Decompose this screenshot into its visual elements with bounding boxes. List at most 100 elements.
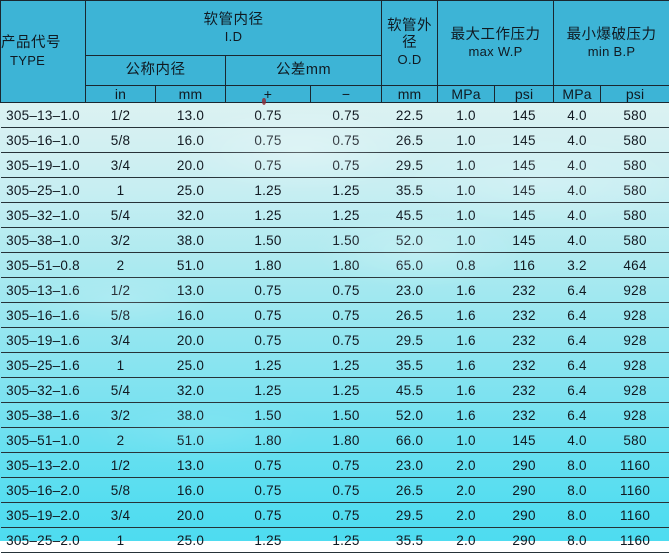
cell-wp-mpa: 2.0 <box>438 453 495 478</box>
cell-bp-mpa: 4.0 <box>554 203 601 228</box>
cell-wp-psi: 232 <box>495 328 554 353</box>
cell-in: 5/4 <box>86 378 156 403</box>
header-type-en: TYPE <box>1 53 85 68</box>
cell-id-mm: 16.0 <box>156 128 226 153</box>
cell-od-mm: 52.0 <box>382 403 438 428</box>
cell-bp-mpa: 6.4 <box>554 278 601 303</box>
header-type-cn: 产品代号 <box>1 35 85 52</box>
cell-wp-mpa: 2.0 <box>438 478 495 503</box>
header-unit-tol-minus: − <box>311 85 382 103</box>
cell-tol-plus: 0.75 <box>226 153 311 178</box>
cell-wp-psi: 232 <box>495 403 554 428</box>
cell-id-mm: 13.0 <box>156 453 226 478</box>
header-unit-wp-mpa: MPa <box>438 85 495 103</box>
cell-tol-plus: 0.75 <box>226 328 311 353</box>
cell-od-mm: 35.5 <box>382 353 438 378</box>
cell-bp-psi: 580 <box>601 153 669 178</box>
cell-bp-psi: 580 <box>601 103 669 128</box>
cell-wp-psi: 232 <box>495 378 554 403</box>
cell-in: 3/4 <box>86 153 156 178</box>
cell-bp-psi: 928 <box>601 353 669 378</box>
header-group-bp: 最小爆破压力 min B.P <box>554 1 669 86</box>
cell-wp-psi: 145 <box>495 153 554 178</box>
cell-in: 3/4 <box>86 328 156 353</box>
cell-bp-mpa: 8.0 <box>554 503 601 528</box>
cell-code: 305–19–1.0 <box>1 153 86 178</box>
cell-in: 2 <box>86 428 156 453</box>
cell-code: 305–38–1.6 <box>1 403 86 428</box>
cell-tol-minus: 0.75 <box>311 103 382 128</box>
header-group-bp-en: min B.P <box>554 44 669 59</box>
cell-code: 305–32–1.6 <box>1 378 86 403</box>
cell-bp-mpa: 4.0 <box>554 128 601 153</box>
cell-bp-psi: 580 <box>601 178 669 203</box>
header-group-id: 软管内径 I.D <box>86 1 382 56</box>
cell-code: 305–19–2.0 <box>1 503 86 528</box>
spec-sheet: 产品代号 TYPE 软管内径 I.D 软管外径 O.D 最大工作压力 max W… <box>0 0 669 541</box>
cell-bp-mpa: 4.0 <box>554 153 601 178</box>
cell-code: 305–25–2.0 <box>1 528 86 553</box>
header-sub-tolerance-cn: 公差mm <box>226 62 381 79</box>
cell-bp-psi: 928 <box>601 303 669 328</box>
cell-tol-plus: 0.75 <box>226 478 311 503</box>
cell-in: 5/8 <box>86 303 156 328</box>
cell-bp-psi: 580 <box>601 428 669 453</box>
cell-od-mm: 29.5 <box>382 153 438 178</box>
cell-in: 3/4 <box>86 503 156 528</box>
cell-od-mm: 35.5 <box>382 178 438 203</box>
cell-tol-plus: 1.25 <box>226 203 311 228</box>
cell-code: 305–38–1.0 <box>1 228 86 253</box>
cell-wp-psi: 290 <box>495 478 554 503</box>
cell-bp-psi: 928 <box>601 403 669 428</box>
table-row: 305–25–1.0125.01.251.2535.51.01454.05800… <box>1 178 669 203</box>
cell-wp-mpa: 1.6 <box>438 403 495 428</box>
cell-in: 1 <box>86 353 156 378</box>
cell-wp-psi: 116 <box>495 253 554 278</box>
cell-bp-mpa: 6.4 <box>554 328 601 353</box>
cell-wp-mpa: 2.0 <box>438 528 495 553</box>
header-sub-nominal-id: 公称内径 <box>86 55 226 85</box>
header-group-id-cn: 软管内径 <box>86 12 381 29</box>
header-row-group: 产品代号 TYPE 软管内径 I.D 软管外径 O.D 最大工作压力 max W… <box>1 1 669 56</box>
cell-tol-minus: 1.25 <box>311 528 382 553</box>
cell-id-mm: 16.0 <box>156 303 226 328</box>
cell-wp-mpa: 1.0 <box>438 428 495 453</box>
cell-tol-plus: 1.50 <box>226 228 311 253</box>
cell-od-mm: 26.5 <box>382 128 438 153</box>
table-row: 305–51–0.8251.01.801.8065.00.81163.24642… <box>1 253 669 278</box>
header-group-wp-cn: 最大工作压力 <box>438 27 553 44</box>
cell-id-mm: 13.0 <box>156 278 226 303</box>
header-unit-wp-psi: psi <box>495 85 554 103</box>
cell-id-mm: 38.0 <box>156 228 226 253</box>
table-header: 产品代号 TYPE 软管内径 I.D 软管外径 O.D 最大工作压力 max W… <box>1 1 669 103</box>
cell-id-mm: 20.0 <box>156 153 226 178</box>
cell-tol-minus: 1.50 <box>311 228 382 253</box>
cell-wp-mpa: 1.0 <box>438 203 495 228</box>
cell-tol-plus: 1.80 <box>226 253 311 278</box>
cell-bp-psi: 928 <box>601 278 669 303</box>
cell-wp-psi: 232 <box>495 278 554 303</box>
cell-bp-mpa: 4.0 <box>554 103 601 128</box>
cell-tol-plus: 0.75 <box>226 453 311 478</box>
cell-bp-mpa: 6.4 <box>554 303 601 328</box>
cell-tol-minus: 1.25 <box>311 203 382 228</box>
header-unit-bp-mpa: MPa <box>554 85 601 103</box>
cell-od-mm: 35.5 <box>382 528 438 553</box>
cell-in: 1/2 <box>86 453 156 478</box>
cell-wp-mpa: 1.0 <box>438 128 495 153</box>
cell-od-mm: 23.0 <box>382 453 438 478</box>
cell-wp-psi: 145 <box>495 428 554 453</box>
cell-code: 305–13–1.6 <box>1 278 86 303</box>
cell-wp-mpa: 1.6 <box>438 278 495 303</box>
cell-tol-minus: 0.75 <box>311 153 382 178</box>
cell-bp-mpa: 6.4 <box>554 353 601 378</box>
cell-wp-psi: 145 <box>495 103 554 128</box>
